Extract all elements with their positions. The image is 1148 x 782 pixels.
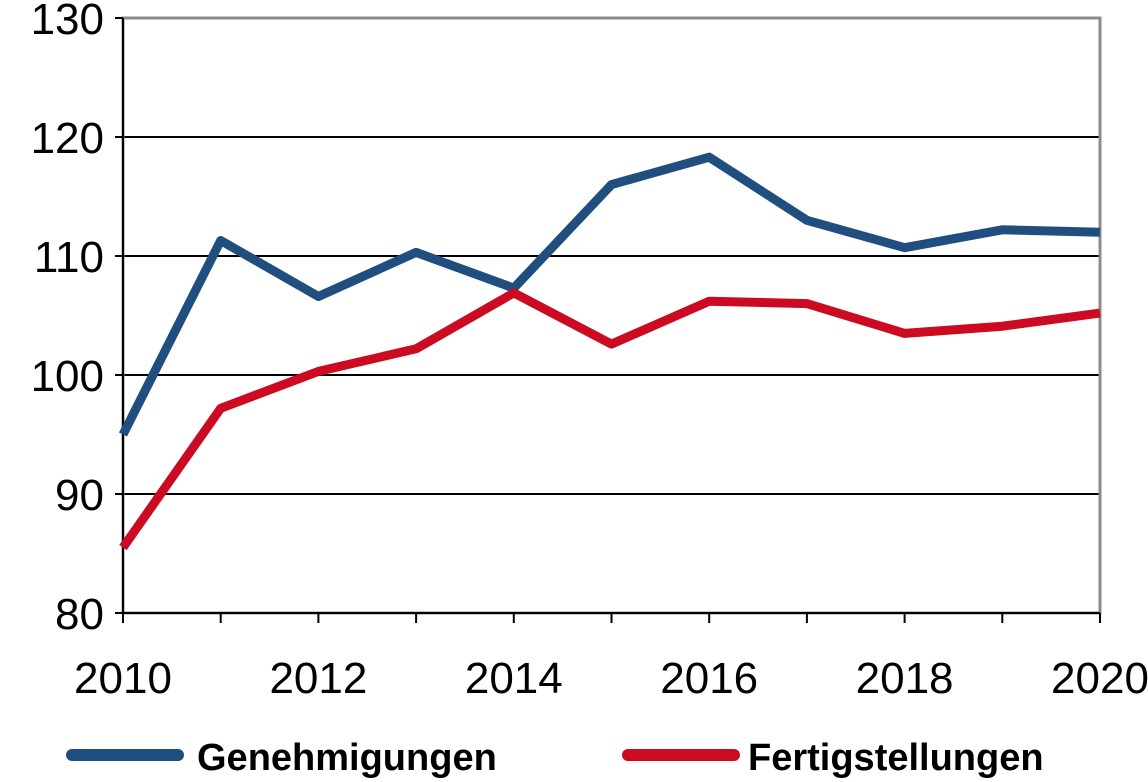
y-tick-label: 100 bbox=[31, 352, 104, 401]
y-tick-label: 110 bbox=[34, 233, 104, 282]
x-tick-label: 2020 bbox=[1051, 654, 1148, 703]
legend-label-genehmigungen: Genehmigungen bbox=[197, 737, 497, 779]
y-axis-ticks: 80 90 100 110 120 130 bbox=[31, 0, 123, 639]
legend: Genehmigungen Fertigstellungen bbox=[66, 737, 1044, 779]
series-line-fertigstellungen bbox=[119, 288, 1101, 551]
legend-label-fertigstellungen: Fertigstellungen bbox=[748, 737, 1044, 779]
series-line-genehmigungen bbox=[118, 152, 1101, 437]
x-tick-label: 2016 bbox=[660, 654, 758, 703]
x-tick-label: 2018 bbox=[856, 654, 954, 703]
y-tick-label: 90 bbox=[55, 471, 104, 520]
plot-frame bbox=[121, 16, 1102, 615]
x-tick-label: 2014 bbox=[465, 654, 563, 703]
x-axis-ticks: 2010 2012 2014 2016 2018 2020 bbox=[74, 613, 1148, 703]
y-tick-label: 130 bbox=[31, 0, 104, 44]
series-lines bbox=[118, 152, 1101, 551]
gridlines bbox=[123, 136, 1100, 495]
y-tick-label: 120 bbox=[31, 114, 104, 163]
y-tick-label: 80 bbox=[55, 590, 104, 639]
x-tick-label: 2010 bbox=[74, 654, 172, 703]
axes bbox=[122, 18, 1100, 614]
x-tick-label: 2012 bbox=[269, 654, 367, 703]
